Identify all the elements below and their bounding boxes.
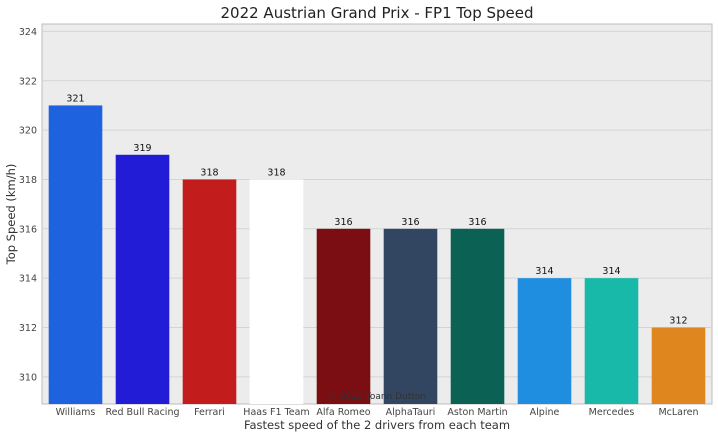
bar-value-label: 314 <box>602 266 620 277</box>
bar <box>48 105 103 404</box>
bar-value-label: 316 <box>468 217 486 228</box>
bar <box>316 228 371 404</box>
bar <box>182 179 237 404</box>
y-tick-label: 314 <box>19 274 37 285</box>
bar-value-label: 318 <box>200 167 218 178</box>
bar <box>115 154 170 404</box>
bar <box>517 278 572 404</box>
chart-title: 2022 Austrian Grand Prix - FP1 Top Speed <box>220 4 533 22</box>
copyright-annotation: © 2022 Yoann Dutton <box>328 392 426 402</box>
y-tick-label: 320 <box>19 126 37 137</box>
x-tick-label: Ferrari <box>194 407 225 418</box>
y-tick-label: 310 <box>19 372 37 383</box>
bar-value-label: 314 <box>535 266 553 277</box>
bar <box>584 278 639 404</box>
x-tick-label: Red Bull Racing <box>105 407 179 418</box>
x-axis-label: Fastest speed of the 2 drivers from each… <box>244 418 510 432</box>
x-tick-label: Alpine <box>530 407 560 418</box>
y-tick-label: 324 <box>19 27 37 38</box>
bar-value-label: 312 <box>669 316 687 327</box>
x-tick-label: Mercedes <box>589 407 635 418</box>
x-tick-label: Williams <box>56 407 96 418</box>
y-tick-label: 318 <box>19 175 37 186</box>
x-tick-label: AlphaTauri <box>386 407 436 418</box>
bar <box>383 228 438 404</box>
x-tick-label: McLaren <box>658 407 698 418</box>
bar-value-label: 316 <box>334 217 352 228</box>
bar-value-label: 318 <box>267 167 285 178</box>
y-tick-label: 322 <box>19 76 37 87</box>
x-tick-label: Haas F1 Team <box>243 407 309 418</box>
x-tick-label: Alfa Romeo <box>316 407 370 418</box>
x-tick-labels: Williams Red Bull Racing Ferrari Haas F1 Te… <box>56 407 699 418</box>
bars <box>48 105 706 404</box>
bar <box>249 179 304 404</box>
bar-value-label: 321 <box>66 93 84 104</box>
y-tick-labels: 310 312 314 316 318 320 322 324 <box>19 27 37 383</box>
bar-value-label: 319 <box>133 143 151 154</box>
y-axis-label: Top Speed (km/h) <box>4 164 18 266</box>
bar <box>450 228 505 404</box>
bar <box>651 327 706 404</box>
y-tick-label: 312 <box>19 323 37 334</box>
value-labels: 321 319 318 318 316 316 316 314 314 312 <box>66 93 687 326</box>
x-tick-label: Aston Martin <box>447 407 507 418</box>
y-tick-label: 316 <box>19 224 37 235</box>
bar-value-label: 316 <box>401 217 419 228</box>
